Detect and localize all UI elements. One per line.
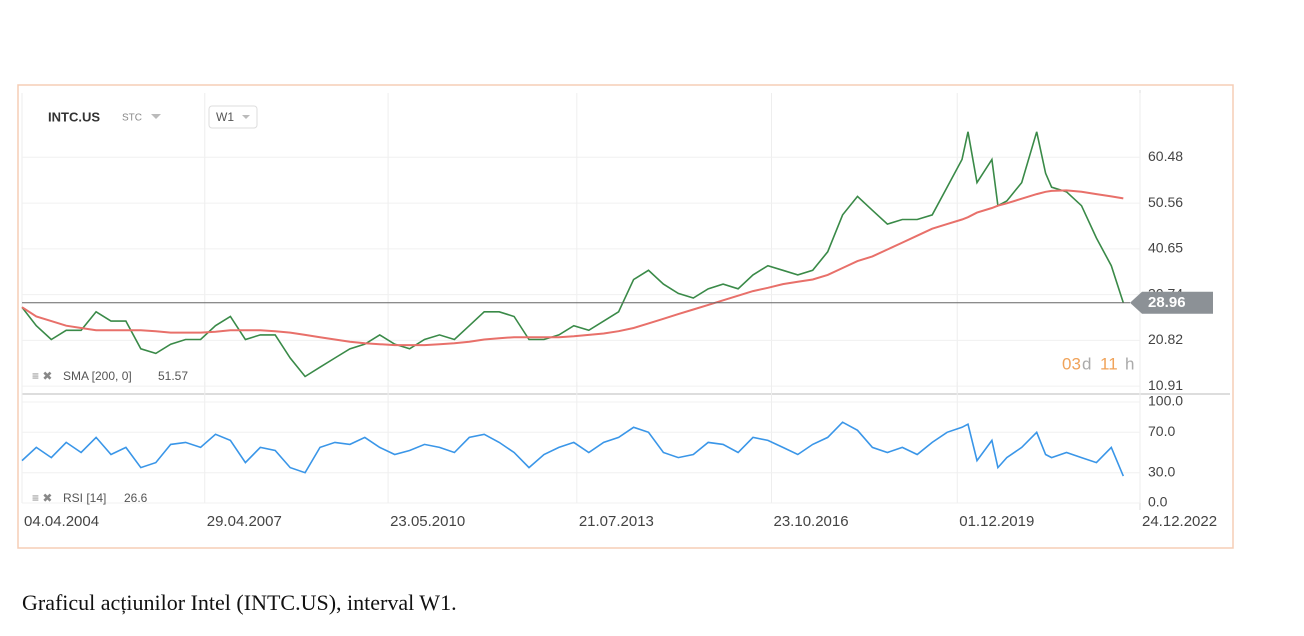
y-tick-label: 40.65 — [1148, 240, 1183, 256]
series-line — [21, 131, 1125, 378]
dropdown-arrow[interactable] — [242, 115, 250, 119]
x-tick-label: 23.10.2016 — [774, 513, 849, 530]
y-tick-label: 50.56 — [1148, 194, 1183, 210]
series-line — [21, 189, 1124, 347]
y-tick-label: 100.0 — [1148, 393, 1183, 409]
x-tick-label: 23.05.2010 — [390, 513, 465, 530]
y-tick-label: 0.0 — [1148, 494, 1168, 510]
rsi-value: 26.6 — [124, 491, 148, 505]
sma-value: 51.57 — [158, 369, 188, 383]
y-tick-label: 10.91 — [1148, 377, 1183, 393]
y-tick-label: 60.48 — [1148, 148, 1183, 164]
plot: 10.9120.8230.7440.6550.5660.48100.070.03… — [21, 93, 1217, 530]
countdown-days: 03 — [1062, 354, 1081, 373]
countdown-unit: d — [1082, 354, 1091, 373]
x-tick-label: 29.04.2007 — [207, 513, 282, 530]
dropdown-arrow[interactable] — [151, 114, 161, 119]
y-tick-label: 70.0 — [1148, 423, 1175, 439]
rsi-legend: RSI [14] — [63, 491, 106, 505]
symbol-type[interactable]: STC — [122, 113, 142, 124]
x-tick-label: 01.12.2019 — [959, 513, 1034, 530]
price-label: 28.96 — [1148, 294, 1186, 311]
frame — [17, 84, 1234, 549]
caption: Graficul acțiunilor Intel (INTC.US), int… — [22, 590, 457, 615]
y-tick-label: 30.0 — [1148, 463, 1175, 479]
x-tick-label: 21.07.2013 — [579, 513, 654, 530]
sma-legend: SMA [200, 0] — [63, 369, 132, 383]
price-tag — [1130, 291, 1213, 314]
countdown-hours: 11 — [1100, 354, 1118, 373]
indicator-icons[interactable]: ≡ ✖ — [32, 491, 52, 505]
countdown-unit: h — [1125, 354, 1134, 373]
symbol: INTC.US — [48, 109, 100, 124]
indicator-icons[interactable]: ≡ ✖ — [32, 369, 52, 383]
interval[interactable]: W1 — [216, 110, 234, 124]
y-tick-label: 20.82 — [1148, 331, 1183, 347]
x-tick-label: 04.04.2004 — [24, 513, 99, 530]
x-tick-label: 24.12.2022 — [1142, 513, 1217, 530]
interval-select[interactable] — [208, 105, 258, 129]
series-line — [21, 421, 1125, 477]
